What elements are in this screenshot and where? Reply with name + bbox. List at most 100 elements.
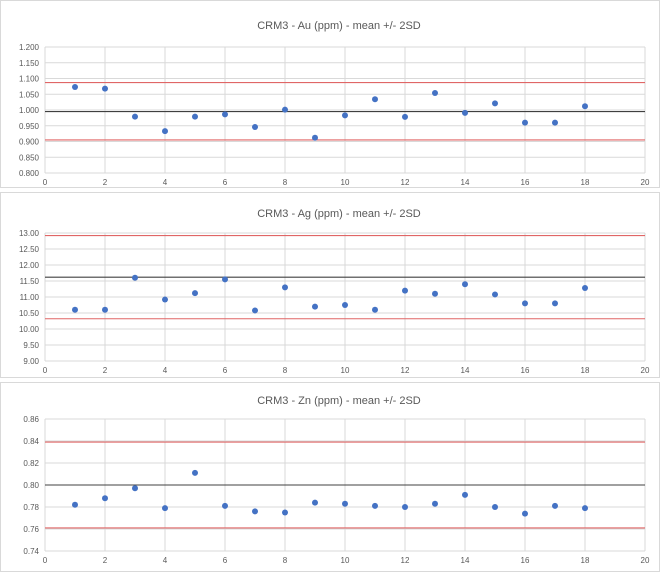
data-point [282, 106, 288, 113]
x-tick-label: 2 [103, 556, 108, 565]
x-tick-label: 4 [163, 556, 168, 565]
chart-title-au: CRM3 - Au (ppm) - mean +/- 2SD [257, 20, 421, 32]
chart-panel-zn: CRM3 - Zn (ppm) - mean +/- 2SD 0.74 0.76 0… [0, 382, 660, 572]
x-tick-label: 0 [43, 178, 48, 187]
chart-panel-ag: CRM3 - Ag (ppm) - mean +/- 2SD 9.00 9.50 1… [0, 192, 660, 378]
data-point [402, 504, 408, 510]
y-tick-label: 12.00 [19, 261, 40, 270]
y-tick-label: 0.80 [23, 481, 39, 490]
data-point [72, 84, 78, 91]
y-tick-label: 1.150 [19, 59, 40, 68]
x-tick-label: 10 [341, 556, 350, 565]
x-tick-label: 10 [341, 366, 350, 375]
data-point [342, 500, 348, 507]
data-point [582, 103, 588, 110]
data-point [462, 109, 468, 116]
chart-au-svg: CRM3 - Au (ppm) - mean +/- 2SD 0.800 0.85… [19, 20, 650, 187]
chart-ag-svg: CRM3 - Ag (ppm) - mean +/- 2SD 9.00 9.50 1… [19, 208, 650, 375]
data-point [312, 303, 318, 310]
y-tick-label: 0.900 [19, 138, 40, 147]
data-point [372, 96, 378, 103]
x-tick-label: 2 [103, 366, 108, 375]
data-point [492, 291, 498, 298]
data-point [162, 128, 168, 135]
data-point [222, 502, 228, 509]
x-tick-label: 8 [283, 178, 288, 187]
data-point [492, 100, 498, 107]
y-tick-label: 0.82 [23, 459, 39, 468]
data-point [312, 134, 318, 141]
data-point [492, 504, 498, 510]
data-point [132, 113, 138, 120]
y-tick-label: 10.00 [19, 325, 40, 334]
y-tick-label: 11.50 [20, 277, 40, 286]
data-point [522, 510, 528, 517]
data-point [552, 119, 558, 126]
y-tick-label: 0.86 [23, 415, 39, 424]
y-tick-label: 11.00 [20, 293, 40, 302]
data-point [162, 296, 168, 303]
x-tick-label: 4 [163, 178, 168, 187]
x-tick-label: 0 [43, 556, 48, 565]
data-point [372, 502, 378, 509]
data-point [402, 287, 408, 294]
x-tick-label: 4 [163, 366, 168, 375]
plot-area-au: 0.800 0.850 0.900 0.950 1.000 1.050 1.100 1.150… [19, 43, 650, 187]
x-tick-label: 18 [581, 366, 590, 375]
x-tick-label: 20 [641, 178, 650, 187]
data-point [402, 113, 408, 120]
data-point [342, 112, 348, 119]
data-point [462, 281, 468, 288]
x-tick-label: 16 [521, 178, 530, 187]
x-tick-label: 16 [521, 366, 530, 375]
x-tick-label: 0 [43, 366, 48, 375]
y-tick-label: 9.50 [23, 341, 39, 350]
y-tick-label: 1.200 [19, 43, 40, 52]
data-point [582, 285, 588, 292]
y-tick-label: 0.850 [19, 153, 40, 162]
data-point [252, 508, 258, 515]
data-point [102, 85, 108, 92]
x-tick-label: 12 [401, 556, 410, 565]
data-point [102, 495, 108, 502]
plot-area-zn: 0.74 0.76 0.78 0.80 0.82 0.84 0.86 0 2 4 6 8 10 12 14 1… [23, 415, 650, 565]
y-tick-label: 0.800 [19, 169, 40, 178]
data-point [312, 499, 318, 506]
data-point [372, 306, 378, 313]
x-tick-label: 18 [581, 556, 590, 565]
data-point [342, 302, 348, 308]
data-point [432, 500, 438, 507]
data-point [102, 306, 108, 313]
data-point [282, 509, 288, 516]
data-point [72, 306, 78, 313]
y-tick-label: 13.00 [19, 229, 40, 238]
y-tick-label: 0.74 [23, 547, 39, 556]
y-tick-label: 1.000 [19, 106, 40, 115]
y-tick-label: 1.100 [19, 75, 40, 84]
data-point [222, 276, 228, 283]
x-tick-label: 18 [581, 178, 590, 187]
x-tick-label: 12 [401, 366, 410, 375]
data-point [192, 290, 198, 297]
data-point [522, 119, 528, 126]
x-tick-label: 8 [283, 366, 288, 375]
y-tick-label: 9.00 [23, 357, 39, 366]
data-point [72, 501, 78, 508]
data-point [162, 505, 168, 512]
x-tick-label: 20 [641, 366, 650, 375]
y-tick-label: 0.78 [23, 503, 39, 512]
x-tick-label: 6 [223, 178, 228, 187]
x-tick-label: 6 [223, 556, 228, 565]
data-point [192, 113, 198, 120]
y-tick-label: 1.050 [19, 90, 40, 99]
data-point [582, 505, 588, 512]
x-tick-label: 12 [401, 178, 410, 187]
x-tick-label: 20 [641, 556, 650, 565]
plot-area-ag: 9.00 9.50 10.00 10.50 11.00 11.50 12.00 12.50 13… [19, 229, 650, 375]
y-tick-label: 10.50 [19, 309, 40, 318]
y-tick-label: 0.84 [23, 437, 39, 446]
x-tick-label: 14 [461, 178, 470, 187]
x-tick-label: 16 [521, 556, 530, 565]
x-tick-label: 14 [461, 366, 470, 375]
y-tick-label: 0.76 [23, 525, 39, 534]
